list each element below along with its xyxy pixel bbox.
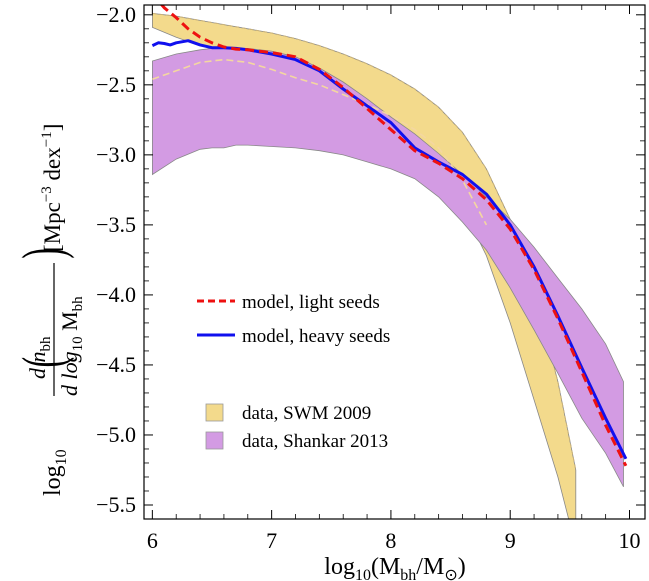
- x-tick-label: 7: [266, 528, 277, 553]
- legend: model, light seeds model, heavy seeds da…: [197, 292, 390, 452]
- y-tick-label: −4.5: [96, 352, 136, 377]
- plot-area: [151, 5, 628, 519]
- legend-label-shankar-2013: data, Shankar 2013: [242, 431, 388, 452]
- svg-text:log10: log10: [40, 449, 70, 496]
- plot-series: [151, 5, 628, 519]
- plot-frame: [143, 4, 646, 520]
- series-light-seeds: [159, 5, 628, 467]
- svg-text:d log10 Mbh: d log10 Mbh: [57, 296, 86, 396]
- x-tick-label: 10: [618, 528, 640, 553]
- legend-label-heavy-seeds: model, heavy seeds: [242, 326, 390, 347]
- y-tick-label: −5.5: [96, 492, 136, 517]
- svg-text:(: (: [11, 357, 75, 368]
- legend-swatch-shankar-2013: [205, 431, 224, 450]
- svg-text:): ): [11, 248, 75, 259]
- x-tick-label: 8: [385, 528, 396, 553]
- band-swm-2009-upper-edge: [152, 12, 577, 471]
- y-tick-label: −2.5: [96, 72, 136, 97]
- series-heavy-seeds: [151, 39, 628, 460]
- y-tick-label: −5.0: [96, 422, 136, 447]
- axes-ticks: 6 7 8 9 10 −2.0 −2.5 −3.0 −3.5 −4.0 −4.5 −5.0 −5.5: [96, 2, 645, 553]
- svg-text:[Mpc−3 dex−1]: [Mpc−3 dex−1]: [39, 124, 65, 252]
- y-tick-label: −3.0: [96, 142, 136, 167]
- x-tick-label: 9: [505, 528, 516, 553]
- y-tick-label: −4.0: [96, 282, 136, 307]
- x-tick-label: 6: [147, 528, 158, 553]
- band-swm-2009-mid-line: [152, 58, 488, 226]
- y-tick-label: −2.0: [96, 2, 136, 27]
- y-tick-label: −3.5: [96, 212, 136, 237]
- x-axis-title: log10(Mbh/M⊙): [324, 554, 465, 581]
- legend-swatch-swm-2009: [205, 403, 224, 422]
- svg-text:d nbh: d nbh: [25, 336, 54, 379]
- legend-label-swm-2009: data, SWM 2009: [242, 403, 371, 424]
- y-axis-title: log10 ( d nbh d log10 Mbh ) [Mpc−3 dex−1…: [11, 124, 86, 496]
- legend-label-light-seeds: model, light seeds: [242, 292, 380, 313]
